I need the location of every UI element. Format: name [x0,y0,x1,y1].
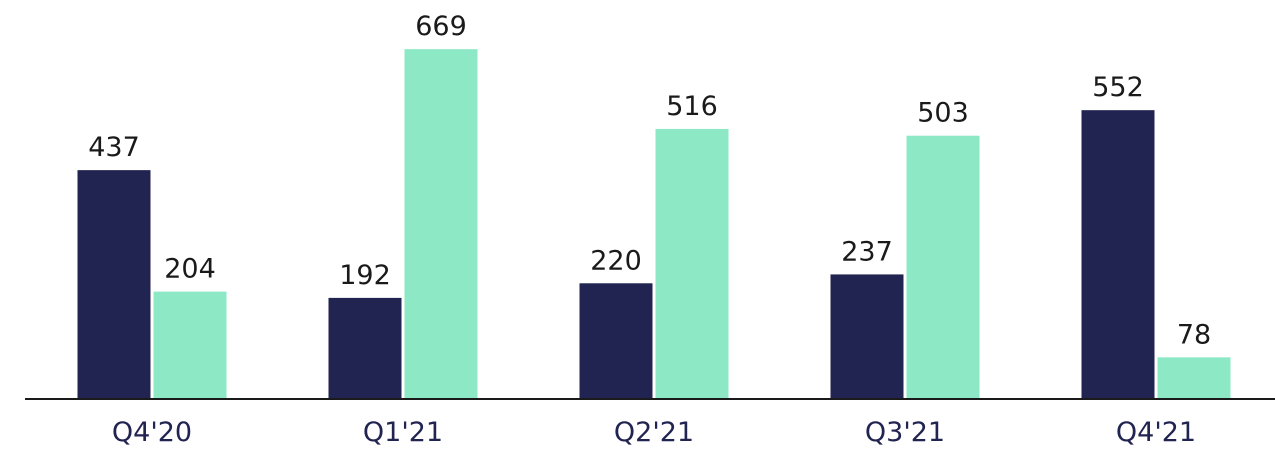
bar [77,170,151,398]
bar [328,297,402,398]
value-label: 503 [917,98,969,129]
x-tick-label: Q1'21 [363,417,443,448]
value-label: 78 [1177,319,1211,350]
bar [153,291,227,398]
x-tick-label: Q4'20 [112,417,192,448]
bar [404,49,478,399]
value-label: 237 [841,236,893,267]
value-label: 204 [164,254,216,285]
value-label: 669 [415,11,467,42]
x-tick-label: Q3'21 [865,417,945,448]
value-label: 220 [590,245,642,276]
x-tick-label: Q4'21 [1116,417,1196,448]
bar [1157,357,1231,398]
value-label: 437 [88,132,140,163]
bar [579,283,653,398]
bar [906,135,980,398]
value-label: 552 [1092,72,1144,103]
value-label: 516 [666,91,718,122]
x-tick-label: Q2'21 [614,417,694,448]
bar [1081,110,1155,399]
bar [830,274,904,398]
bar [655,128,729,398]
value-label: 192 [339,260,391,291]
